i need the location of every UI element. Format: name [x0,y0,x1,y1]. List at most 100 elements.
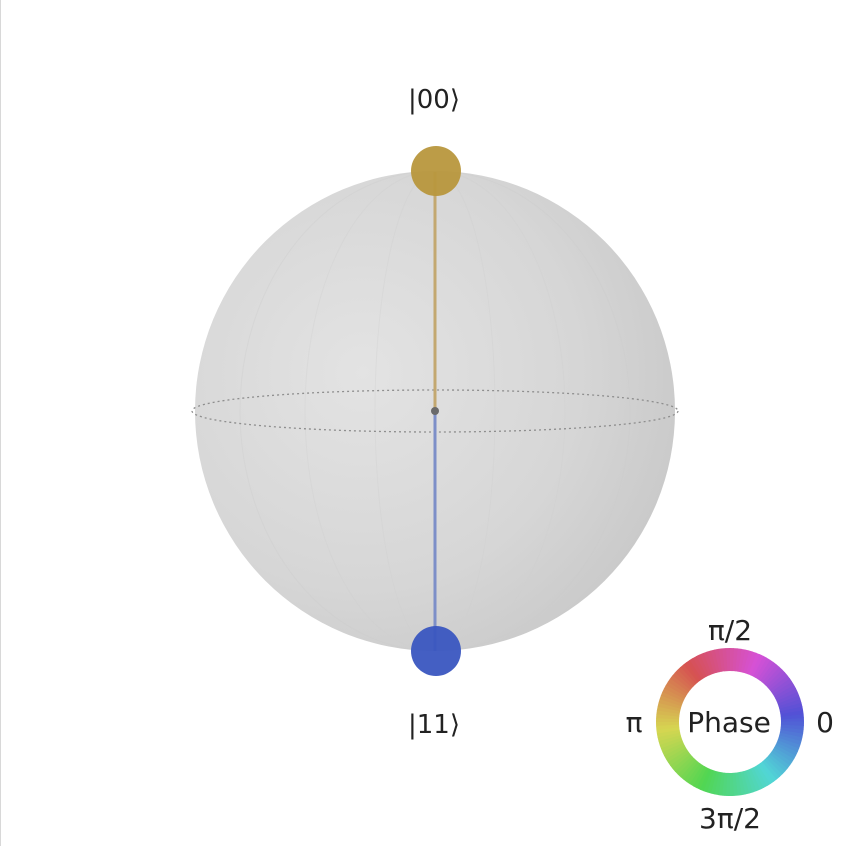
phase-wheel-segment [737,771,746,796]
phase-wheel-segment [656,727,680,735]
phase-wheel-segment [659,695,683,707]
phase-wheel-segment [780,713,804,720]
phase-wheel-segment [714,648,723,673]
phase-wheel-segment [706,650,717,674]
phase-wheel-segment [761,664,780,685]
phase-wheel-segment [658,735,682,746]
phase-wheel-segment [699,768,713,792]
phase-wheel-segment [750,767,765,790]
phase-wheel-segment [769,674,790,693]
phase-wheel-segment [682,662,701,683]
phase-wheel-segment [767,753,788,772]
phase-wheel-segment [777,737,801,749]
phase-wheel-segment [779,702,803,712]
phase-wheel-segment [742,650,753,674]
phase-wheel-segment [757,659,774,681]
phase-wheel-segment [732,772,739,796]
phase-wheel-segment [779,706,804,715]
phase-wheel-segment [778,698,802,709]
phase-wheel-segment [779,729,804,738]
phase-wheel-segment [772,747,795,763]
phase-wheel-segment [714,771,723,796]
phase-wheel-segment [769,751,791,769]
phase-wheel-segment [743,770,754,794]
sphere-center-dot [431,407,439,415]
phase-wheel-segment [779,732,803,742]
phase-wheel-segment [759,761,778,782]
phase-wheel-segment [680,664,698,685]
phase-wheel-segment [665,681,688,697]
phase-wheel-segment [772,681,795,697]
phase-wheel-segment [773,684,796,699]
sphere-meridians [239,171,631,651]
phase-wheel-segment [657,702,681,712]
phase-wheel-segment [748,768,761,792]
phase-wheel-segment [745,769,758,793]
phase-wheel-segment [657,732,681,742]
phase-wheel-segment [658,699,682,710]
phase-wheel-segment [699,652,712,676]
phase-wheel-segment [737,648,746,673]
state-11-marker [411,626,461,676]
phase-wheel-segment [753,765,768,788]
phase-wheel-segment [775,742,798,756]
phase-wheel-segment [755,764,771,787]
phase-wheel-segment [689,657,705,680]
phase-wheel-segment [664,745,687,760]
phase-wheel-segment [774,744,797,759]
phase-wheel-segment [765,669,785,688]
phase-wheel-segment [780,721,804,726]
phase-wheel-segment [767,672,788,690]
phase-wheel-segment [656,706,681,715]
phase-wheel-segment [771,749,793,766]
phase-wheel-segment [656,714,680,720]
phase-wheel-segment [675,756,695,775]
phase-color-wheel [656,648,804,796]
phase-wheel-segment [677,667,696,687]
phase-label-zero: 0 [816,706,834,739]
phase-wheel-segment [745,651,757,675]
phase-wheel-segment [710,649,720,673]
phase-wheel-segment [693,766,708,789]
phase-wheel-segment [692,656,707,679]
phase-wheel-segment [771,678,793,695]
phase-wheel-segment [674,669,694,689]
phase-wheel-segment [775,687,798,702]
phase-wheel-segment [764,757,783,777]
phase-wheel-segment [780,709,804,717]
phase-wheel-segment [672,672,693,691]
phase-wheel-segment [762,759,780,780]
phase-label-three-pi-half: 3π/2 [699,802,761,835]
phase-wheel-center-label: Phase [687,706,771,739]
phase-wheel-segment [703,769,715,793]
phase-wheel-segment [747,652,761,676]
phase-wheel-segment [735,772,743,796]
phase-wheel-segment [722,772,728,796]
phase-wheel-segment [766,755,786,775]
phase-wheel-segment [732,648,738,672]
phase-wheel-segment [686,659,703,681]
phase-wheel-segment [780,724,804,730]
state-00-label: |00⟩ [408,85,460,115]
phase-wheel-segment [759,661,777,683]
state-11-label: |11⟩ [408,710,460,740]
phase-wheel-segment [667,678,689,695]
phase-wheel-segment [752,655,767,678]
phase-wheel-segment [696,767,710,790]
phase-wheel-segment [750,654,764,677]
phase-wheel-segment [729,648,734,672]
phase-wheel-segment [702,651,715,675]
phase-wheel-segment [660,740,684,753]
phase-wheel-segment [717,648,725,672]
phase-wheel-segment [686,763,703,785]
phase-wheel-segment [721,648,728,672]
phase-wheel-segment [660,691,684,705]
phase-wheel-segment [662,688,685,702]
phase-label-pi-half: π/2 [708,614,752,647]
phase-wheel-segment [740,771,750,795]
phase-wheel-segment [669,675,691,693]
phase-wheel-segment [656,718,680,723]
state-00-marker [411,146,461,196]
phase-wheel-segment [695,654,710,677]
